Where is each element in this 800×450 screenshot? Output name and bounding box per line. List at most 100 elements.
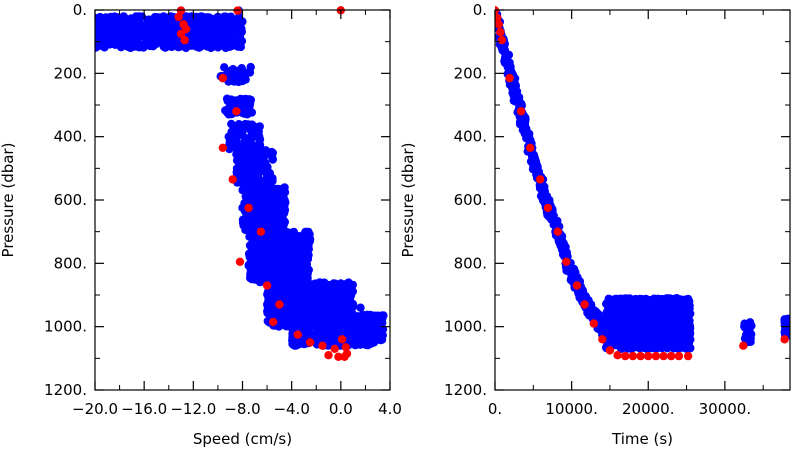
data-point bbox=[223, 28, 232, 38]
x-tick-label: −20.0 bbox=[72, 400, 118, 418]
highlight-point bbox=[651, 351, 661, 361]
data-point bbox=[303, 243, 312, 252]
highlight-point bbox=[180, 35, 189, 45]
data-point bbox=[238, 96, 248, 105]
data-point bbox=[236, 69, 246, 78]
data-points bbox=[495, 6, 790, 361]
data-point bbox=[119, 12, 128, 21]
data-point bbox=[659, 342, 668, 351]
data-point bbox=[357, 334, 366, 343]
highlight-point bbox=[683, 351, 693, 361]
data-point bbox=[356, 340, 365, 349]
data-point bbox=[204, 13, 214, 22]
y-tick-label: 800. bbox=[54, 254, 87, 272]
highlight-point bbox=[553, 227, 562, 236]
highlight-point bbox=[342, 349, 352, 358]
highlight-point bbox=[495, 13, 502, 23]
highlight-point bbox=[269, 317, 278, 327]
data-point bbox=[305, 312, 314, 322]
data-point bbox=[292, 251, 301, 260]
data-point bbox=[314, 327, 323, 336]
data-point bbox=[247, 244, 257, 253]
data-point bbox=[245, 68, 254, 77]
data-point bbox=[297, 316, 306, 326]
highlight-point bbox=[495, 20, 503, 29]
data-point bbox=[125, 25, 134, 35]
data-point bbox=[242, 213, 251, 222]
data-point bbox=[224, 110, 233, 119]
data-point bbox=[632, 318, 641, 328]
data-point bbox=[150, 18, 160, 27]
data-point bbox=[85, 27, 93, 35]
data-points bbox=[85, 6, 388, 361]
data-point bbox=[255, 132, 264, 141]
data-point bbox=[652, 321, 662, 330]
data-point bbox=[347, 298, 356, 307]
data-point bbox=[678, 298, 688, 307]
highlight-point bbox=[739, 341, 748, 350]
data-point bbox=[296, 287, 305, 296]
highlight-point bbox=[580, 300, 589, 309]
data-point bbox=[266, 194, 275, 203]
data-point bbox=[324, 280, 334, 290]
data-point bbox=[255, 218, 264, 227]
y-tick-label: 1000. bbox=[44, 318, 87, 336]
data-point bbox=[302, 255, 312, 264]
data-point bbox=[86, 22, 94, 30]
highlight-point bbox=[562, 257, 571, 266]
data-point bbox=[530, 154, 539, 164]
data-point bbox=[378, 314, 387, 323]
data-point bbox=[105, 13, 115, 22]
data-point bbox=[780, 317, 789, 326]
highlight-point bbox=[218, 143, 227, 152]
data-point bbox=[241, 134, 251, 143]
highlight-point bbox=[324, 351, 333, 360]
highlight-point bbox=[572, 281, 582, 290]
data-point bbox=[643, 329, 652, 339]
data-point bbox=[244, 261, 253, 270]
highlight-point bbox=[174, 12, 183, 22]
data-point bbox=[215, 24, 225, 34]
data-point bbox=[260, 234, 269, 244]
data-point bbox=[95, 42, 102, 51]
data-point bbox=[192, 12, 201, 22]
highlight-point bbox=[262, 281, 272, 290]
highlight-point bbox=[497, 35, 507, 45]
y-tick-label: 1000. bbox=[444, 318, 487, 336]
highlight-point bbox=[505, 73, 514, 83]
data-point bbox=[331, 311, 341, 320]
x-tick-label: 0. bbox=[488, 400, 502, 418]
data-point bbox=[626, 326, 636, 335]
data-point bbox=[232, 136, 241, 146]
speed-pressure-panel: 0. 200. 400. 600. 800. 1000. 1200.−20.0 −16.0 −1… bbox=[0, 1, 402, 448]
y-tick-label: 400. bbox=[454, 128, 487, 146]
data-point bbox=[781, 327, 790, 336]
data-point bbox=[86, 22, 94, 30]
data-point bbox=[251, 275, 261, 284]
data-point bbox=[86, 24, 94, 32]
data-point bbox=[212, 40, 221, 49]
x-axis-title: Time (s) bbox=[611, 430, 673, 448]
data-point bbox=[342, 324, 351, 333]
data-point bbox=[568, 271, 577, 280]
data-point bbox=[289, 258, 298, 267]
highlight-point bbox=[176, 29, 186, 38]
data-point bbox=[629, 336, 639, 345]
data-point bbox=[642, 337, 651, 346]
data-point bbox=[339, 293, 348, 303]
data-point bbox=[280, 200, 289, 209]
data-point bbox=[274, 185, 283, 194]
data-point bbox=[530, 164, 539, 173]
data-point bbox=[286, 251, 295, 260]
data-point bbox=[671, 339, 681, 348]
data-point bbox=[141, 27, 151, 36]
data-point bbox=[652, 312, 661, 321]
data-point bbox=[356, 303, 365, 312]
data-point bbox=[510, 87, 519, 96]
data-point bbox=[336, 286, 346, 295]
data-point bbox=[364, 313, 374, 322]
data-point bbox=[664, 313, 673, 322]
data-point bbox=[303, 296, 313, 305]
data-point bbox=[369, 329, 378, 339]
